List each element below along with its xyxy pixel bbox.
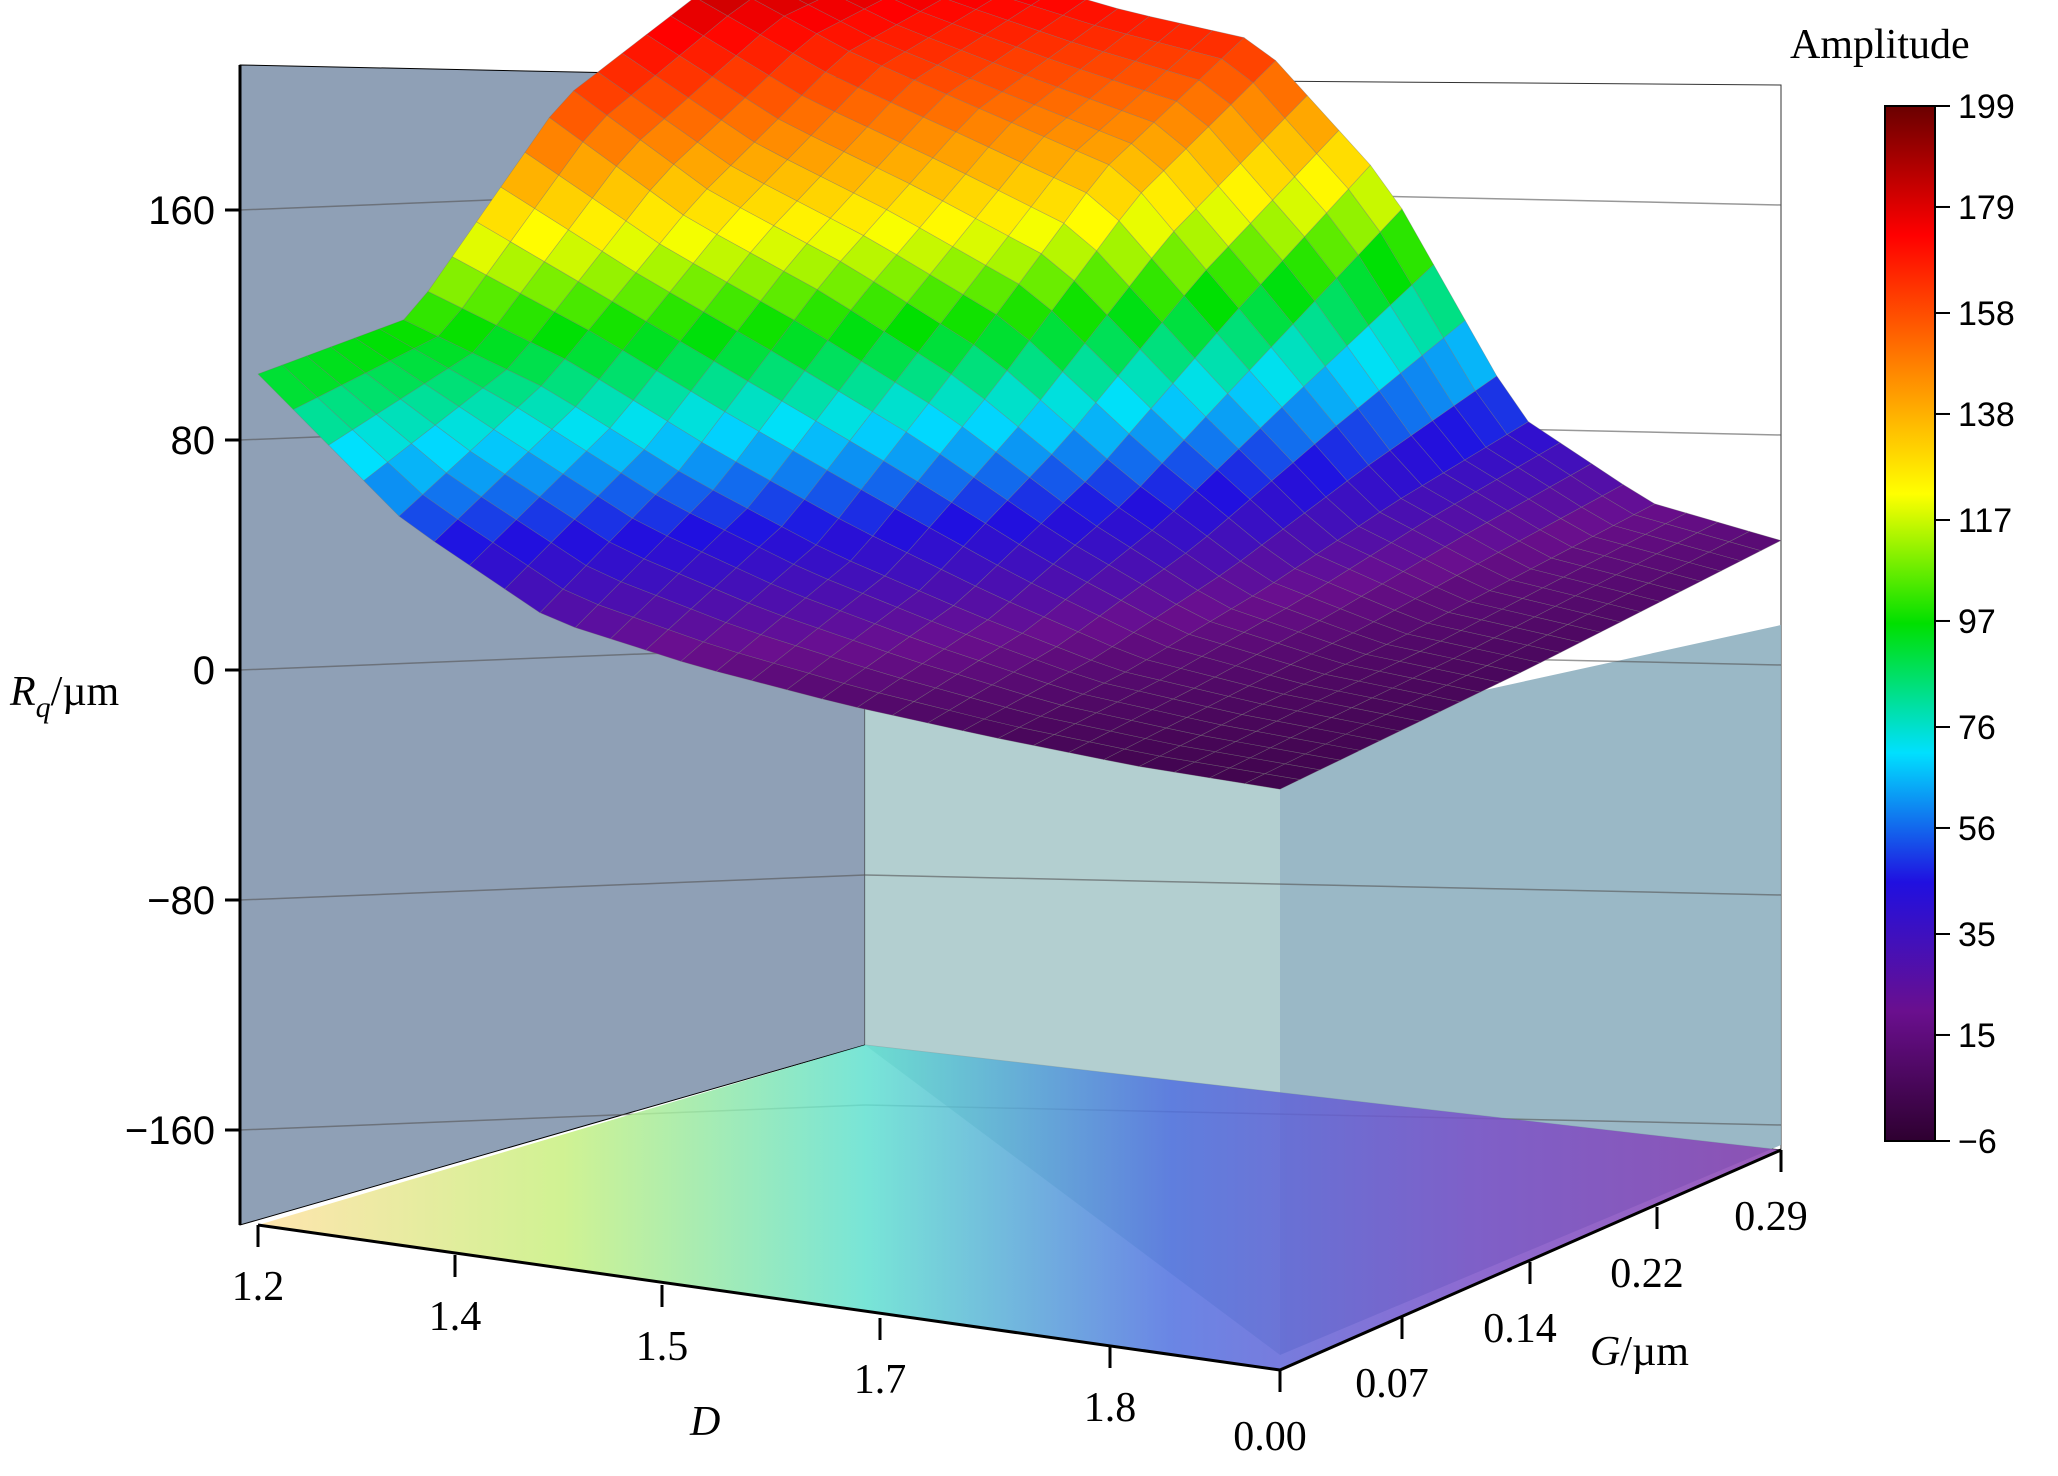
x-tick-label: 1.5 — [636, 1324, 689, 1370]
wall-gridline — [864, 874, 1782, 896]
surface-cell — [1030, 0, 1086, 16]
colorbar-tick-label: 76 — [1958, 709, 1996, 747]
surface-mesh — [257, 0, 1782, 790]
x-axis-label: D — [689, 1399, 720, 1445]
surface-cell — [1013, 0, 1040, 6]
x-tick-label: 1.2 — [232, 1264, 285, 1310]
x-axis-line — [257, 1223, 1281, 1372]
colorbar-tick-label: 35 — [1958, 916, 1996, 954]
colorbar-tick-label: 199 — [1958, 88, 2015, 126]
y-axis-ticks: 0.00 0.07 0.14 0.22 0.29 — [1233, 1150, 1808, 1460]
y-tick-label: 0.22 — [1610, 1251, 1684, 1297]
y-axis-label: G/µm — [1590, 1329, 1689, 1375]
x-axis-label-main: D — [689, 1399, 720, 1445]
z-tick-label: 0 — [193, 649, 215, 693]
x-tick-label: 1.4 — [429, 1294, 482, 1340]
x-tick-label: 1.7 — [854, 1357, 907, 1403]
colorbar-tick-label: 158 — [1958, 295, 2015, 333]
surface-cell — [798, 0, 819, 5]
z-tick-label: 80 — [171, 419, 216, 463]
colorbar-ticks: 199 179 158 138 117 97 76 56 35 15 −6 — [1935, 88, 2015, 1161]
colorbar-tick-label: 97 — [1958, 603, 1996, 641]
z-tick-label: −160 — [125, 1109, 215, 1153]
x-tick-label: 1.8 — [1084, 1385, 1137, 1431]
colorbar-tick-label: 117 — [1958, 502, 2012, 540]
y-tick-label: 0.14 — [1483, 1306, 1557, 1352]
z-axis-label: Rq/µm — [9, 669, 120, 724]
surface-cell — [845, 0, 883, 10]
colorbar-rect — [1884, 105, 1936, 1142]
z-axis-label-sub: q — [36, 691, 51, 724]
colorbar-tick-label: 138 — [1958, 396, 2015, 434]
z-tick-label: 160 — [148, 189, 215, 233]
y-tick-label: 0.29 — [1734, 1194, 1808, 1240]
z-axis-label-main: R — [9, 669, 36, 715]
y-axis-line — [1279, 1148, 1782, 1372]
y-axis-label-main: G — [1590, 1329, 1620, 1375]
surface-cell — [699, 0, 751, 17]
colorbar-tick-label: 56 — [1958, 810, 1996, 848]
floor-contour-projection — [258, 1045, 1781, 1370]
colorbar-tick-label: 179 — [1958, 189, 2015, 227]
surface-cell — [948, 0, 993, 10]
y-tick-label: 0.00 — [1233, 1414, 1307, 1460]
colorbar-tick-label: −6 — [1958, 1123, 1997, 1161]
colorbar-title: Amplitude — [1790, 22, 1970, 68]
wall-gridline — [239, 874, 866, 901]
x-axis-ticks: 1.2 1.4 1.5 1.7 1.8 — [232, 1225, 1137, 1431]
surface-cell — [894, 0, 942, 12]
z-axis-label-unit: /µm — [51, 669, 120, 715]
colorbar-tick-label: 15 — [1958, 1017, 1996, 1055]
y-tick-label: 0.07 — [1355, 1361, 1429, 1407]
z-axis-ticks: 160 80 0 −80 −160 — [125, 189, 240, 1153]
y-axis-label-unit: /µm — [1620, 1329, 1689, 1375]
z-tick-label: −80 — [147, 879, 215, 923]
